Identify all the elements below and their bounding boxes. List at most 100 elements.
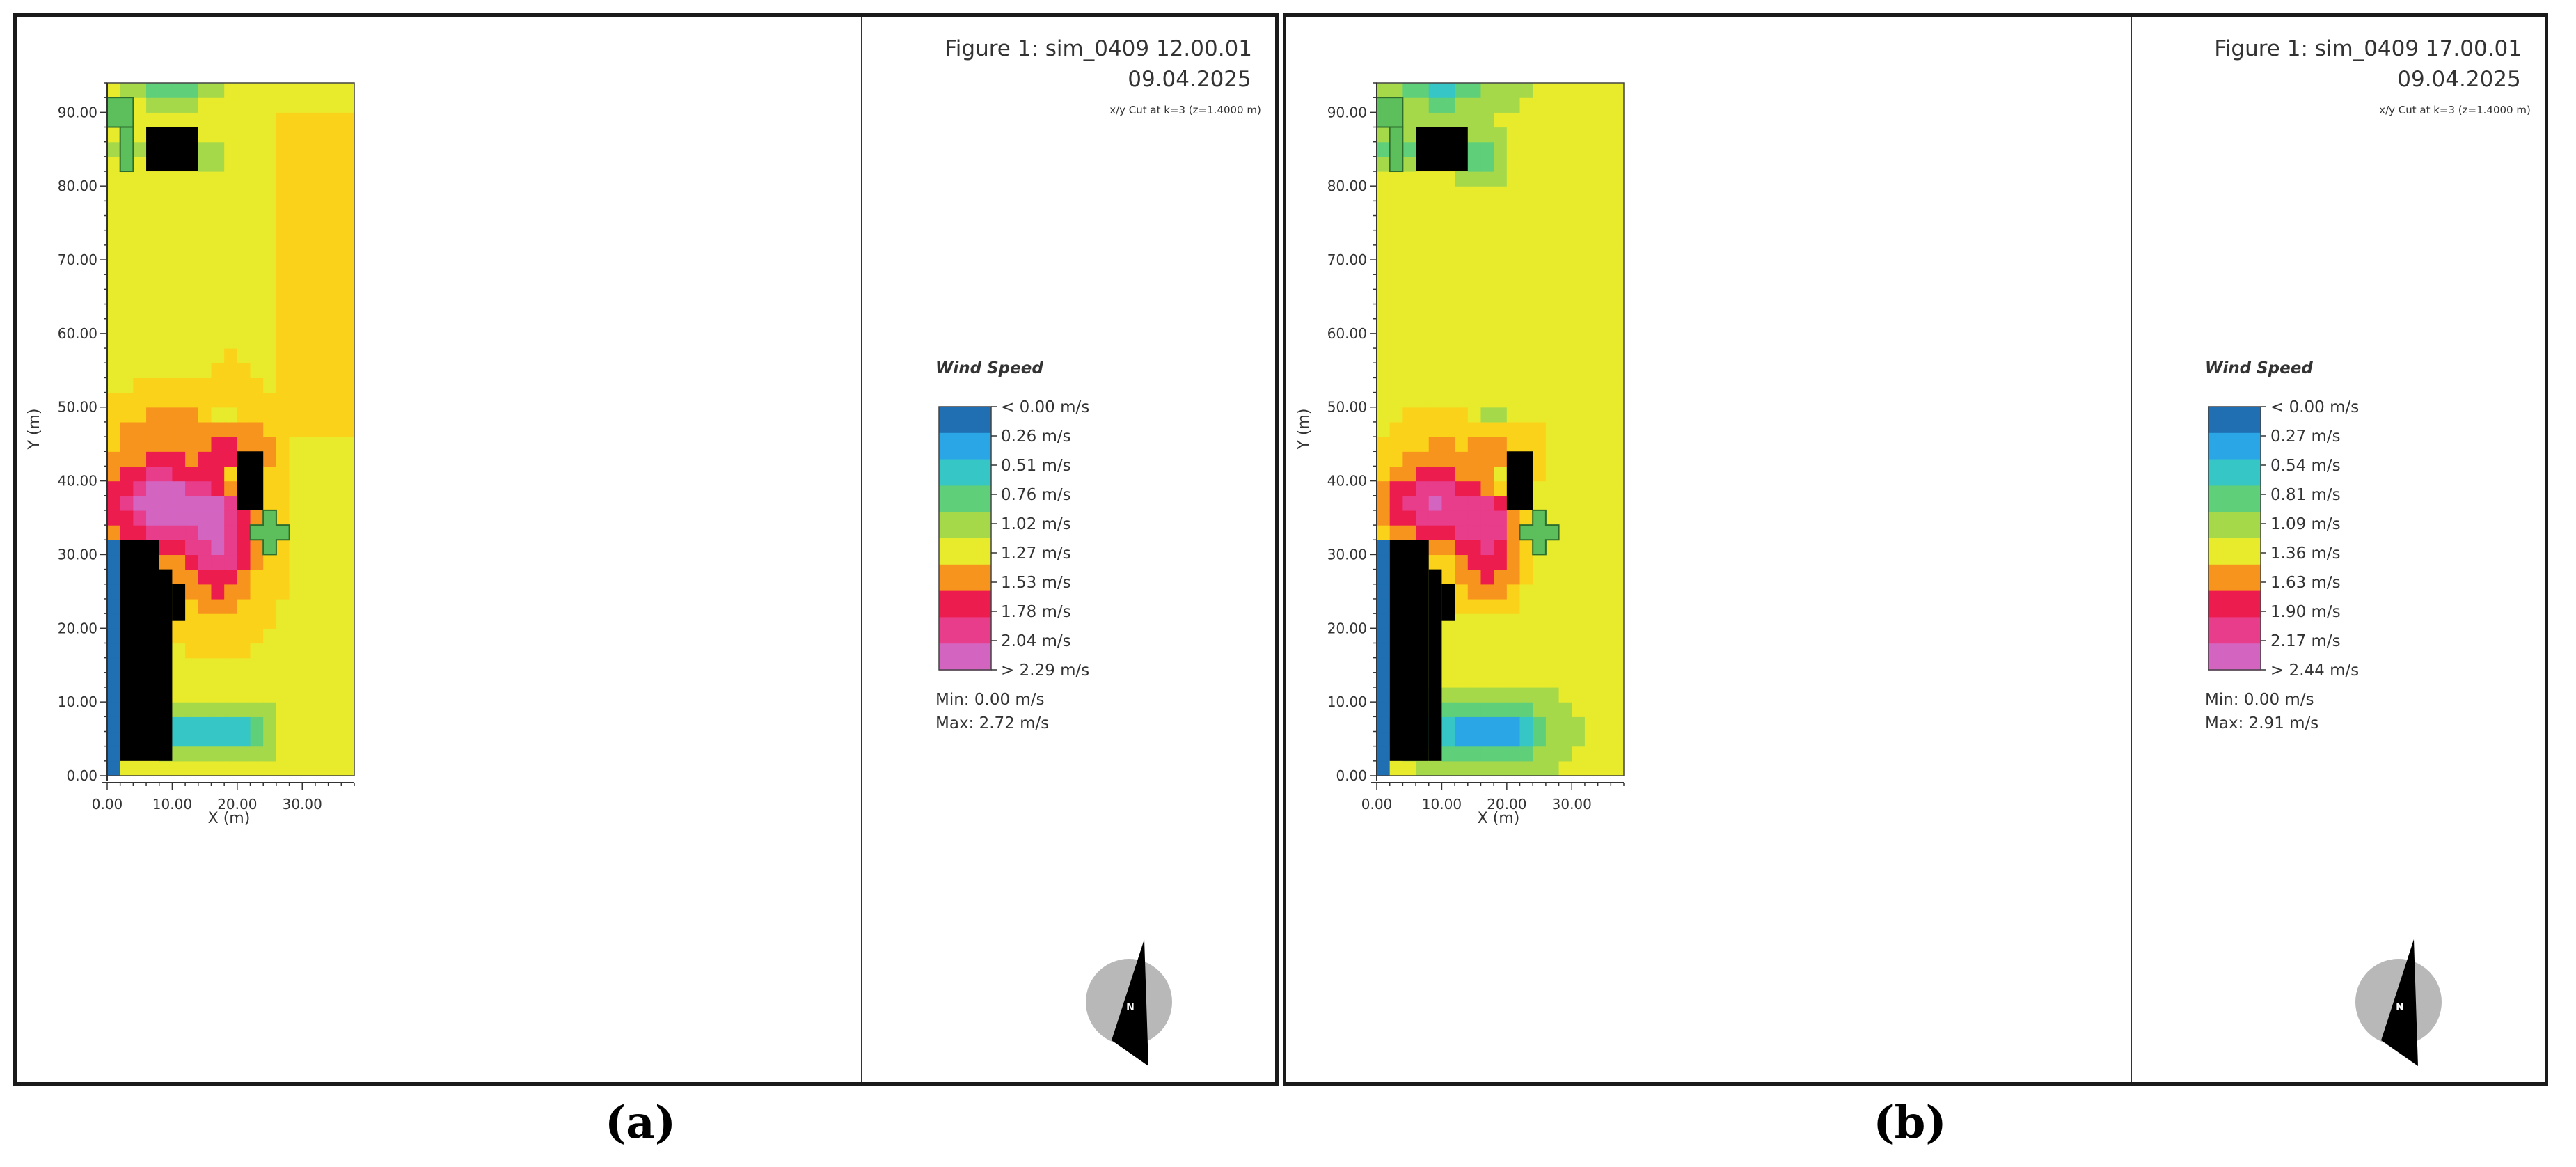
heatmap-cell: [1545, 260, 1560, 275]
heatmap-cell: [172, 407, 186, 423]
heatmap-cell: [1545, 171, 1560, 187]
heatmap-cell: [1506, 274, 1521, 290]
heatmap-cell: [1455, 613, 1469, 629]
heatmap-cell: [185, 274, 199, 290]
heatmap-cell: [1402, 437, 1416, 452]
heatmap-cell: [107, 643, 121, 659]
heatmap-cell: [289, 97, 303, 113]
heatmap-cell: [198, 731, 212, 747]
heatmap-cell: [1545, 480, 1560, 496]
heatmap-cell: [276, 289, 290, 305]
heatmap-cell: [1416, 333, 1430, 349]
heatmap-cell: [341, 466, 355, 482]
heatmap-cell: [172, 244, 186, 260]
heatmap-cell: [159, 348, 173, 363]
heatmap-cell: [107, 716, 121, 733]
heatmap-cell: [1467, 525, 1482, 540]
legend-title: Wind Speed: [935, 359, 1043, 377]
heatmap-cell: [172, 569, 186, 585]
heatmap-cell: [237, 186, 251, 201]
heatmap-cell: [1494, 760, 1508, 776]
heatmap-cell: [1584, 377, 1599, 393]
x-tick-label: 10.00: [1422, 796, 1462, 813]
heatmap-cell: [1533, 83, 1547, 98]
heatmap-cell: [276, 643, 290, 659]
heatmap-cell: [1428, 274, 1443, 290]
heatmap-cell: [1455, 407, 1469, 423]
heatmap-cell: [107, 584, 121, 600]
heatmap-cell: [263, 421, 277, 437]
heatmap-cell: [289, 274, 303, 290]
heatmap-cell: [1480, 97, 1494, 113]
heatmap-cell: [1611, 230, 1625, 246]
heatmap-cell: [1572, 466, 1586, 482]
heatmap-cell: [133, 495, 147, 511]
heatmap-cell: [198, 156, 212, 172]
heatmap-cell: [1467, 480, 1482, 496]
figure-date: 09.04.2025: [1128, 67, 1251, 92]
heatmap-cell: [185, 554, 199, 570]
heatmap-cell: [211, 731, 225, 747]
heatmap-cell: [185, 598, 199, 614]
heatmap-cell: [120, 230, 134, 246]
heatmap-cell: [1480, 421, 1494, 437]
heatmap-cell: [276, 451, 290, 467]
heatmap-cell: [1572, 480, 1586, 496]
heatmap-cell: [263, 480, 277, 496]
heatmap-cell: [1558, 363, 1572, 378]
heatmap-cell: [328, 525, 342, 540]
heatmap-cell: [276, 97, 290, 113]
heatmap-cell: [1597, 318, 1611, 334]
heatmap-cell: [1558, 510, 1572, 526]
heatmap-cell: [107, 186, 121, 201]
heatmap-cell: [276, 480, 290, 496]
heatmap-cell: [1533, 407, 1547, 423]
heatmap-cell: [1389, 230, 1403, 246]
y-tick-label: 50.00: [1327, 399, 1367, 416]
heatmap-cell: [1558, 554, 1572, 570]
heatmap-cell: [1611, 318, 1625, 334]
heatmap-cell: [1506, 613, 1521, 629]
heatmap-cell: [1506, 510, 1521, 526]
heatmap-cell: [172, 333, 186, 349]
heatmap-cell: [276, 348, 290, 363]
heatmap-cell: [1455, 421, 1469, 437]
heatmap-cell: [237, 437, 251, 452]
heatmap-cell: [172, 480, 186, 496]
heatmap-cell: [1558, 348, 1572, 363]
heatmap-cell: [1455, 186, 1469, 201]
heatmap-cell: [1416, 171, 1430, 187]
heatmap-cell: [315, 525, 329, 540]
heatmap-cell: [263, 451, 277, 467]
heatmap-cell: [120, 480, 134, 496]
heatmap-cell: [263, 318, 277, 334]
heatmap-cell: [1506, 377, 1521, 393]
heatmap-cell: [185, 746, 199, 762]
heatmap-cell: [1402, 289, 1416, 305]
heatmap-cell: [1584, 569, 1599, 585]
heatmap-cell: [1611, 112, 1625, 128]
heatmap-cell: [1611, 687, 1625, 703]
heatmap-cell: [1533, 112, 1547, 128]
heatmap-cell: [211, 466, 225, 482]
heatmap-cell: [289, 672, 303, 688]
heatmap-cell: [1377, 274, 1391, 290]
heatmap-cell: [1377, 643, 1391, 659]
heatmap-cell: [1467, 716, 1482, 733]
heatmap-cell: [1494, 141, 1508, 157]
heatmap-cell: [328, 495, 342, 511]
heatmap-cell: [1402, 318, 1416, 334]
heatmap-cell: [1519, 672, 1533, 688]
heatmap-cell: [211, 554, 225, 570]
heatmap-cell: [276, 141, 290, 157]
heatmap-cell: [107, 289, 121, 305]
heatmap-cell: [1519, 628, 1533, 644]
heatmap-cell: [276, 304, 290, 320]
heatmap-cell: [1494, 554, 1508, 570]
legend-label: 0.27 m/s: [2270, 428, 2341, 446]
heatmap-cell: [237, 643, 251, 659]
heatmap-cell: [237, 672, 251, 688]
heatmap-cell: [224, 171, 238, 187]
heatmap-cell: [1533, 760, 1547, 776]
legend-label: 1.78 m/s: [1001, 603, 1071, 621]
